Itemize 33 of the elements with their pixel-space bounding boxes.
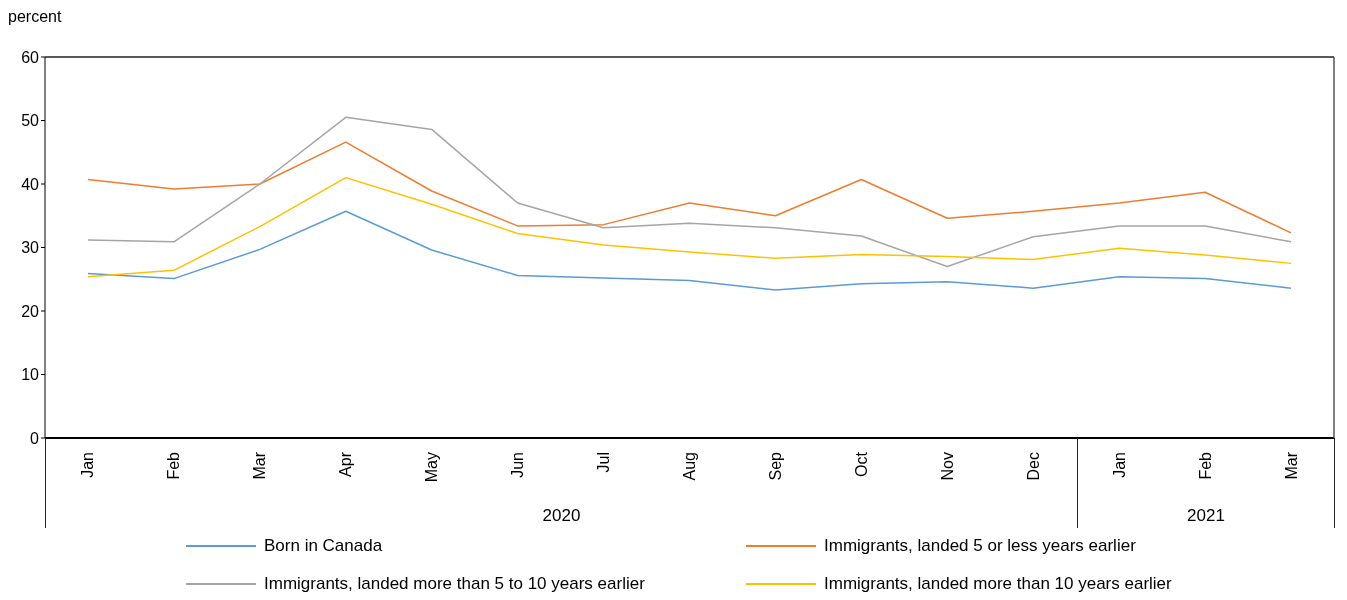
y-tick-label: 60 xyxy=(21,48,40,66)
x-tick-label: Mar xyxy=(251,451,269,480)
x-tick-label: Nov xyxy=(938,452,956,481)
y-tick-label: 40 xyxy=(21,175,40,193)
legend-label: Immigrants, landed more than 5 to 10 years earlier xyxy=(264,574,645,594)
x-tick-label: Dec xyxy=(1024,452,1042,481)
x-tick-label: Aug xyxy=(681,452,698,481)
y-tick-label: 0 xyxy=(30,429,40,447)
legend-label: Immigrants, landed more than 10 years earlier xyxy=(824,574,1172,594)
x-tick-label: Jan xyxy=(1110,452,1128,478)
x-tick-label: May xyxy=(423,452,441,483)
y-tick-label: 20 xyxy=(21,302,40,320)
line-series xyxy=(87,116,1292,268)
y-tick-label: 10 xyxy=(21,366,40,384)
line-series xyxy=(87,141,1292,234)
legend-label: Immigrants, landed 5 or less years earlier xyxy=(824,536,1136,556)
legend-label: Born in Canada xyxy=(264,536,383,556)
x-tick-label: Sep xyxy=(766,451,784,481)
y-axis-title: percent xyxy=(8,8,62,26)
x-tick-label: Feb xyxy=(1196,451,1214,480)
x-tick-label: Jul xyxy=(595,452,613,473)
text: 2021 xyxy=(1186,506,1226,526)
line-series xyxy=(87,210,1292,291)
x-tick-label: Jan xyxy=(79,452,97,478)
x-tick-label: Apr xyxy=(337,451,355,477)
line-series xyxy=(87,176,1292,278)
x-tick-label: Feb xyxy=(165,451,183,480)
y-tick-label: 50 xyxy=(21,112,40,130)
x-tick-label: Mar xyxy=(1282,451,1300,480)
x-tick-label: Jun xyxy=(509,452,527,478)
y-tick-label: 30 xyxy=(21,239,40,257)
text: 2020 xyxy=(541,506,582,526)
x-tick-label: Oct xyxy=(852,451,870,477)
